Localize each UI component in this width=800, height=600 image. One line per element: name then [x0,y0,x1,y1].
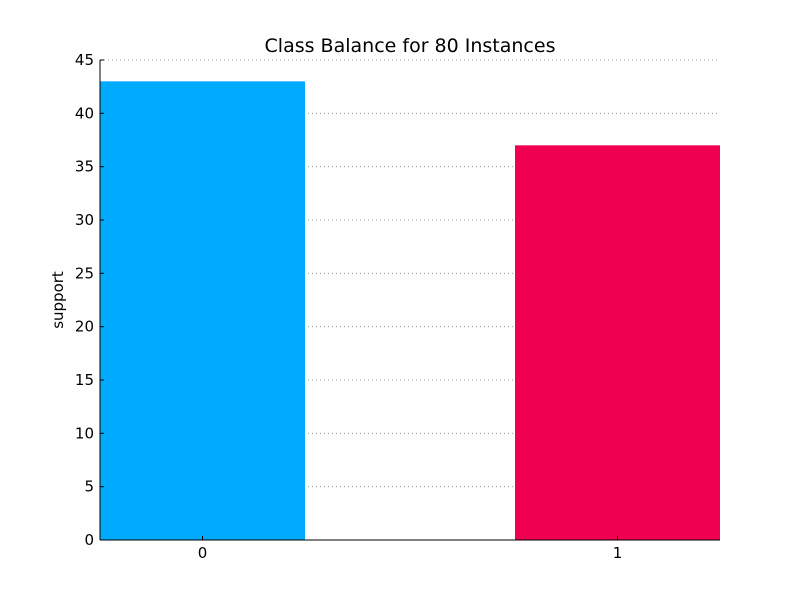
y-tick-label: 40 [75,104,94,122]
y-axis-label: support [49,271,67,329]
bars [100,81,720,541]
y-tick-label: 20 [75,318,94,336]
y-tick-label: 30 [75,211,94,229]
y-tick-label: 45 [75,51,94,69]
y-tick-label: 15 [75,371,94,389]
chart-title: Class Balance for 80 Instances [265,35,556,57]
y-tick-label: 10 [75,424,94,442]
bar-class-0 [100,81,305,540]
y-tick-label: 0 [84,531,94,549]
y-ticks: 0 5 10 15 20 25 30 35 40 45 [75,51,104,549]
y-tick-label: 5 [84,478,94,496]
x-tick-label: 0 [198,544,208,562]
x-tick-label: 1 [613,544,623,562]
y-tick-label: 35 [75,158,94,176]
bar-class-1 [515,145,720,541]
axes [99,60,720,541]
y-tick-label: 25 [75,264,94,282]
